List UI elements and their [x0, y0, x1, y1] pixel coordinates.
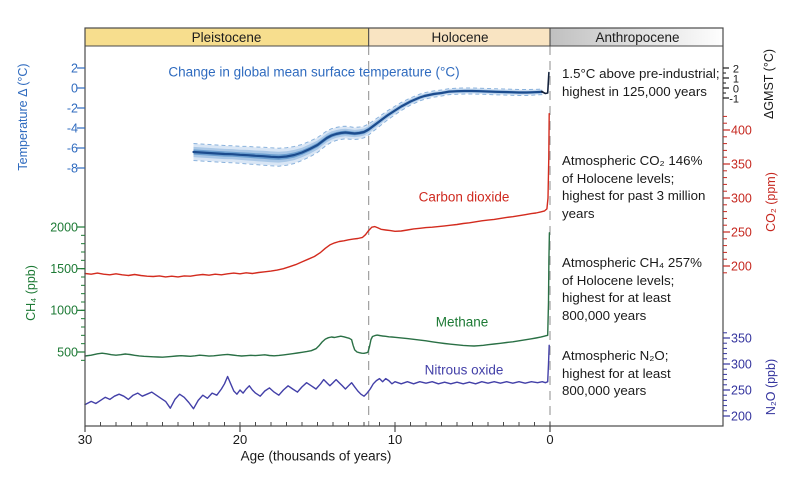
- gmst-tick-label: 0: [733, 83, 739, 95]
- x-tick-label: 10: [388, 432, 402, 447]
- n2o-tick-label: 200: [731, 409, 752, 423]
- co2-tick-label: 400: [731, 123, 752, 137]
- n2o-series-line: [84, 344, 550, 410]
- x-tick-label: 20: [233, 432, 247, 447]
- ch4-series-label: Methane: [435, 314, 489, 330]
- gmst-tick-label: 2: [733, 63, 739, 75]
- co2-tick-label: 250: [731, 225, 752, 239]
- co2-tick-label: 200: [731, 259, 752, 273]
- temp-tick-label: -2: [67, 101, 78, 115]
- temperature-recent-series-line: [540, 71, 550, 95]
- n2o-series-label: Nitrous oxide: [424, 362, 504, 378]
- temperature-uncertainty-band: [193, 90, 543, 160]
- epoch-band-pleistocene: [85, 28, 369, 46]
- annotation-co2: Atmospheric CO₂ 146% of Holocene levels;…: [562, 153, 706, 221]
- annotation-ch4: Atmospheric CH₄ 257% of Holocene levels;…: [562, 255, 702, 323]
- co2-tick-label: 350: [731, 157, 752, 171]
- temperature-envelope-line: [193, 87, 543, 149]
- co2-tick-label: 300: [731, 191, 752, 205]
- epoch-label-pleistocene: Pleistocene: [191, 30, 262, 45]
- annotation-n2o: Atmospheric N₂O; highest for at least 80…: [562, 348, 671, 398]
- ch4-series-line: [84, 232, 551, 358]
- epoch-label-holocene: Holocene: [431, 30, 489, 45]
- ch4-tick-label: 1500: [50, 262, 78, 276]
- temp-tick-label: -4: [67, 121, 78, 135]
- co2-series-line: [84, 112, 550, 278]
- gmst-tick-label: -1: [729, 93, 739, 105]
- n2o-tick-label: 350: [731, 331, 752, 345]
- epoch-label-anthropocene: Anthropocene: [595, 30, 680, 45]
- annotation-gmst: 1.5°C above pre-industrial; highest in 1…: [562, 66, 720, 99]
- gmst-axis-title: ΔGMST (°C): [762, 48, 776, 120]
- gmst-tick-label: 1: [733, 73, 739, 85]
- ch4-tick-label: 2000: [50, 220, 78, 234]
- n2o-tick-label: 250: [731, 383, 752, 397]
- temperature-envelope-line: [193, 93, 543, 167]
- x-tick-label: 30: [78, 432, 92, 447]
- ch4-axis-title: CH₄ (ppb): [24, 265, 38, 321]
- temperature-series-label: Change in global mean surface temperatur…: [168, 64, 460, 80]
- n2o-axis-title: N₂O (ppb): [764, 358, 778, 416]
- x-tick-label: 0: [546, 432, 553, 447]
- temp-axis-title: Temperature Δ (°C): [16, 63, 30, 171]
- epoch-band-anthropocene: [550, 28, 723, 46]
- epoch-band-holocene: [368, 28, 550, 46]
- temp-tick-label: 0: [71, 81, 78, 95]
- temp-tick-label: -6: [67, 141, 78, 155]
- ch4-tick-label: 1000: [50, 304, 78, 318]
- temp-tick-label: -8: [67, 161, 78, 175]
- n2o-tick-label: 300: [731, 357, 752, 371]
- temp-tick-label: 2: [71, 61, 78, 75]
- co2-series-label: Carbon dioxide: [418, 189, 510, 205]
- ch4-tick-label: 500: [57, 345, 78, 359]
- x-axis-title: Age (thousands of years): [240, 448, 392, 464]
- temperature-series-line: [192, 89, 544, 159]
- co2-axis-title: CO₂ (ppm): [764, 172, 778, 232]
